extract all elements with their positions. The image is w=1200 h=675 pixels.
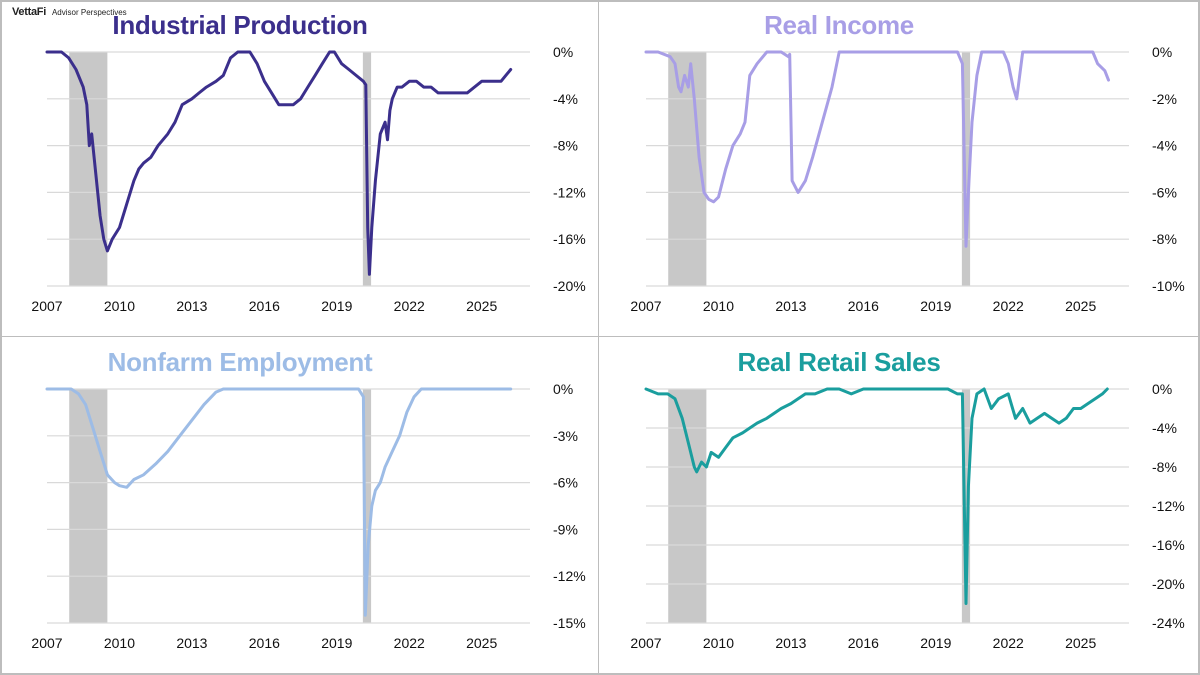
recession-band xyxy=(69,389,108,623)
x-tick-label: 2025 xyxy=(466,635,497,651)
x-tick-label: 2007 xyxy=(31,298,62,314)
y-tick-label: -15% xyxy=(553,615,586,631)
recession-band xyxy=(961,52,971,286)
y-tick-label: -6% xyxy=(1152,184,1177,200)
chart-title: Real Retail Sales xyxy=(737,347,941,377)
x-tick-label: 2013 xyxy=(775,635,806,651)
chart-svg: 0% -2% -4% -6% -8% -10% 2007 2010 2013 2016 2019 20… xyxy=(630,44,1185,314)
x-tick-label: 2010 xyxy=(703,298,734,314)
chart-svg: 0% -4% -8% -12% -16% -20% -24% 2007 2010 2013 2016… xyxy=(630,381,1185,651)
brand-tagline: Advisor Perspectives xyxy=(51,8,127,17)
y-tick-label: -4% xyxy=(553,91,578,107)
x-tick-label: 2013 xyxy=(775,298,806,314)
x-tick-label: 2016 xyxy=(249,298,280,314)
y-tick-label: -8% xyxy=(1152,231,1177,247)
y-tick-label: -8% xyxy=(553,138,578,154)
chart-panel-real-income: Real Income 0% -2% -4% -6% -8% -10% 2007 2010 20… xyxy=(599,0,1197,336)
x-tick-label: 2010 xyxy=(104,635,135,651)
y-tick-label: -12% xyxy=(553,184,586,200)
x-tick-label: 2010 xyxy=(703,635,734,651)
x-tick-label: 2007 xyxy=(630,635,661,651)
x-tick-label: 2025 xyxy=(466,298,497,314)
y-tick-label: -24% xyxy=(1152,615,1185,631)
chart-panel-nonfarm-employment: Nonfarm Employment 0% -3% -6% -9% -12% -15% 20… xyxy=(0,337,598,673)
y-tick-label: 0% xyxy=(1152,381,1172,397)
vertical-divider xyxy=(598,0,599,675)
y-tick-label: -20% xyxy=(553,278,586,294)
y-tick-label: -16% xyxy=(553,231,586,247)
x-tick-label: 2010 xyxy=(104,298,135,314)
chart-title: Industrial Production xyxy=(112,10,368,40)
series-line xyxy=(644,387,1109,605)
y-tick-label: 0% xyxy=(553,44,573,60)
x-tick-label: 2019 xyxy=(321,298,352,314)
x-tick-label: 2025 xyxy=(1065,635,1096,651)
x-tick-label: 2022 xyxy=(993,635,1024,651)
x-tick-label: 2019 xyxy=(920,635,951,651)
brand-name: VettaFi xyxy=(12,6,46,18)
x-tick-label: 2025 xyxy=(1065,298,1096,314)
x-tick-label: 2022 xyxy=(394,298,425,314)
y-tick-label: -4% xyxy=(1152,138,1177,154)
series-line xyxy=(45,50,513,276)
x-tick-label: 2007 xyxy=(630,298,661,314)
x-tick-label: 2007 xyxy=(31,635,62,651)
x-tick-label: 2022 xyxy=(394,635,425,651)
y-tick-label: -3% xyxy=(553,428,578,444)
x-tick-label: 2019 xyxy=(920,298,951,314)
y-tick-label: -9% xyxy=(553,521,578,537)
chart-svg: 0% -3% -6% -9% -12% -15% 2007 2010 2013 2016 2019 2… xyxy=(31,381,586,651)
recession-band xyxy=(362,389,372,623)
recession-band xyxy=(69,52,108,286)
y-tick-label: -6% xyxy=(553,475,578,491)
chart-title: Nonfarm Employment xyxy=(107,347,373,377)
chart-svg: 0% -4% -8% -12% -16% -20% 2007 2010 2013 2016 2019… xyxy=(31,44,586,314)
x-tick-label: 2016 xyxy=(848,635,879,651)
y-tick-label: 0% xyxy=(553,381,573,397)
chart-title: Real Income xyxy=(764,10,914,40)
y-tick-label: -12% xyxy=(1152,498,1185,514)
chart-panel-real-retail-sales: Real Retail Sales 0% -4% -8% -12% -16% -20% -2… xyxy=(599,337,1197,673)
y-tick-label: -20% xyxy=(1152,576,1185,592)
chart-panel-industrial-production: Industrial Production 0% -4% -8% -12% -16% -2… xyxy=(0,0,598,336)
x-tick-label: 2016 xyxy=(249,635,280,651)
series-line xyxy=(45,387,513,617)
x-tick-label: 2013 xyxy=(176,635,207,651)
y-tick-label: -16% xyxy=(1152,537,1185,553)
brand-logo: VettaFi Advisor Perspectives xyxy=(12,6,127,18)
x-tick-label: 2013 xyxy=(176,298,207,314)
series-line xyxy=(644,50,1110,248)
y-tick-label: -4% xyxy=(1152,420,1177,436)
y-tick-label: -10% xyxy=(1152,278,1185,294)
x-tick-label: 2016 xyxy=(848,298,879,314)
y-tick-label: -2% xyxy=(1152,91,1177,107)
x-tick-label: 2022 xyxy=(993,298,1024,314)
y-tick-label: -12% xyxy=(553,568,586,584)
horizontal-divider xyxy=(0,336,1200,337)
x-tick-label: 2019 xyxy=(321,635,352,651)
y-tick-label: 0% xyxy=(1152,44,1172,60)
y-tick-label: -8% xyxy=(1152,459,1177,475)
